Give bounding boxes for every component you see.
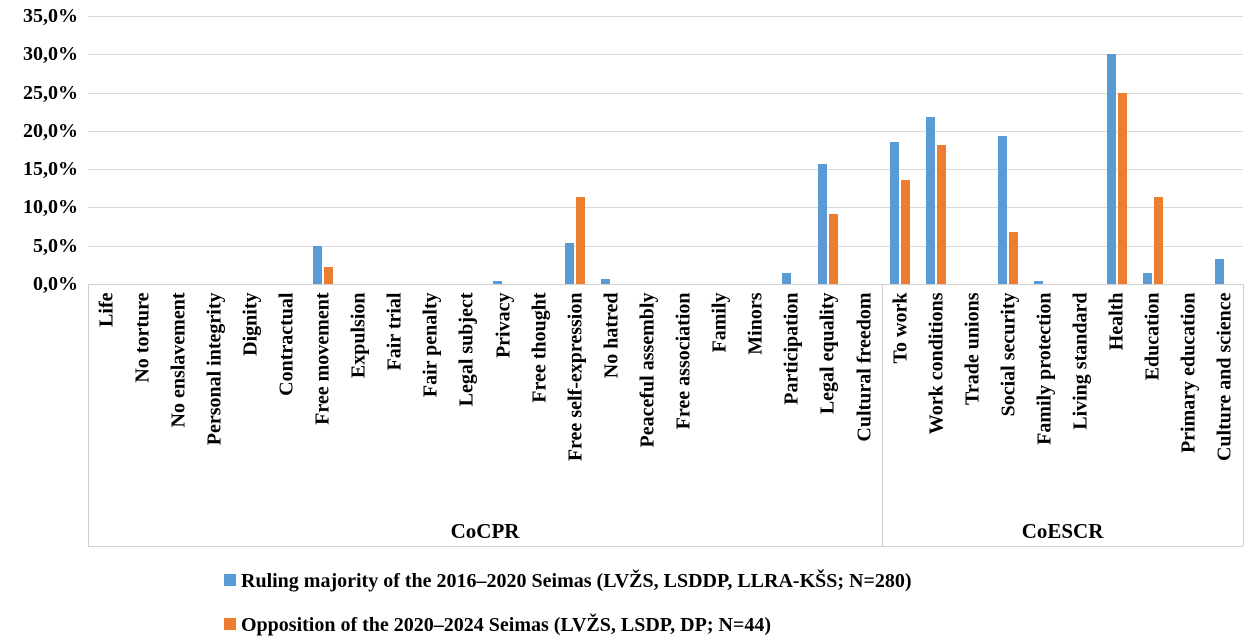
- bar-ruling-majority: [998, 136, 1008, 284]
- gridline: [88, 92, 1243, 94]
- y-tick-label: 35,0%: [23, 5, 78, 27]
- category-label: Family protection: [1033, 292, 1056, 445]
- category-label: Primary education: [1177, 292, 1200, 453]
- gridline: [88, 16, 1243, 17]
- bar-ruling-majority: [312, 245, 322, 284]
- y-tick-label: 0,0%: [33, 273, 78, 295]
- y-tick-label: 10,0%: [23, 196, 78, 219]
- bar-opposition: [1117, 92, 1127, 284]
- category-label: Minors: [744, 292, 767, 355]
- bar-ruling-majority: [1142, 273, 1152, 284]
- category-label: Living standard: [1069, 292, 1092, 430]
- gridline: [88, 207, 1243, 209]
- category-label: Free thought: [528, 292, 551, 403]
- legend-item: Ruling majority of the 2016–2020 Seimas …: [224, 569, 1124, 593]
- category-label: Cultural freedom: [853, 292, 876, 442]
- bar-ruling-majority: [565, 242, 575, 284]
- category-label: No torture: [131, 292, 154, 383]
- bar-ruling-majority: [1106, 54, 1116, 284]
- bar-ruling-majority: [926, 117, 936, 284]
- gridline: [88, 130, 1243, 132]
- bar-ruling-majority: [781, 273, 791, 284]
- legend-swatch-icon: [224, 574, 236, 586]
- category-label: Dignity: [239, 292, 262, 356]
- gridline: [88, 54, 1243, 56]
- category-label: No enslavement: [167, 292, 190, 427]
- category-label: Expulsion: [347, 292, 370, 378]
- category-label: Legal subject: [455, 292, 478, 406]
- bar-opposition: [901, 179, 911, 284]
- category-label: Fair penalty: [419, 292, 442, 397]
- y-tick-label: 30,0%: [23, 43, 78, 66]
- category-label: Family: [708, 292, 731, 352]
- category-label: To work: [889, 292, 912, 363]
- bar-ruling-majority: [1034, 281, 1044, 284]
- y-tick-label: 5,0%: [33, 234, 78, 257]
- category-label: Trade unions: [961, 292, 984, 405]
- gridline: [88, 169, 1243, 171]
- category-label: No hatred: [600, 292, 623, 378]
- bar-ruling-majority: [1214, 259, 1224, 284]
- legend-item: Opposition of the 2020–2024 Seimas (LVŽS…: [224, 613, 1124, 637]
- category-label: Personal integrity: [203, 292, 226, 445]
- bar-ruling-majority: [493, 281, 503, 284]
- bar-opposition: [1009, 231, 1019, 284]
- category-label: Education: [1141, 292, 1164, 380]
- gridline: [88, 245, 1243, 247]
- bar-opposition: [828, 214, 838, 284]
- group-label-coescr: CoESCR: [1021, 519, 1104, 543]
- legend-label: Ruling majority of the 2016–2020 Seimas …: [241, 570, 912, 592]
- y-tick-label: 20,0%: [23, 119, 78, 142]
- group-separator-line: [882, 284, 883, 546]
- category-axis-line: [88, 284, 1243, 285]
- category-label: Free movement: [311, 292, 334, 425]
- category-label: Work conditions: [925, 292, 948, 434]
- category-label: Culture and science: [1213, 292, 1236, 461]
- legend-swatch-icon: [224, 618, 236, 630]
- y-tick-label: 25,0%: [23, 81, 78, 104]
- category-label: Fair trial: [383, 292, 406, 370]
- bar-opposition: [937, 144, 947, 284]
- category-label: Free association: [672, 292, 695, 429]
- legend-label: Opposition of the 2020–2024 Seimas (LVŽS…: [241, 614, 771, 636]
- category-label: Contractual: [275, 292, 298, 396]
- bar-opposition: [576, 197, 586, 284]
- y-tick-label: 15,0%: [23, 158, 78, 181]
- category-label: Peaceful assembly: [636, 292, 659, 447]
- category-label: Life: [95, 292, 118, 327]
- category-label: Participation: [780, 292, 803, 405]
- bar-ruling-majority: [817, 163, 827, 284]
- category-label: Legal equality: [816, 292, 839, 414]
- bar-opposition: [323, 266, 333, 284]
- bar-opposition: [1153, 197, 1163, 284]
- bar-ruling-majority: [601, 278, 611, 284]
- category-label: Social security: [997, 292, 1020, 416]
- group-separator-line: [1243, 284, 1244, 546]
- group-label-cocpr: CoCPR: [450, 519, 520, 543]
- category-label: Free self-expression: [564, 292, 587, 461]
- group-separator-line: [88, 284, 89, 546]
- category-label: Privacy: [492, 292, 515, 358]
- category-label: Health: [1105, 292, 1128, 350]
- label-area-bottom-line: [88, 546, 1243, 547]
- bar-ruling-majority: [890, 141, 900, 284]
